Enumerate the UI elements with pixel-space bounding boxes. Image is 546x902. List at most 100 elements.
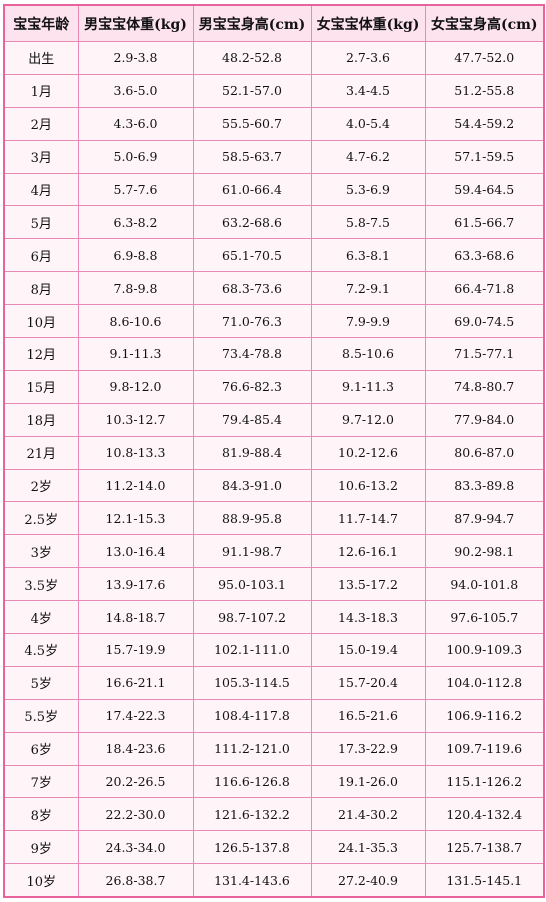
age-cell: 12月 [3, 337, 79, 371]
age-cell: 9岁 [3, 830, 79, 865]
table-row: 21月 10.8-13.3 81.9-88.4 10.2-12.6 80.6-87.0 [3, 435, 545, 470]
girl-height-cell: 87.9-94.7 [424, 501, 545, 536]
header-girl-weight: 女宝宝体重(kg) [310, 4, 426, 42]
header-age: 宝宝年龄 [3, 4, 79, 42]
age-cell: 4.5岁 [3, 633, 79, 667]
age-cell: 10岁 [3, 863, 79, 898]
boy-weight-cell: 26.8-38.7 [77, 863, 194, 898]
boy-weight-cell: 22.2-30.0 [77, 797, 194, 832]
girl-weight-cell: 16.5-21.6 [310, 698, 426, 733]
girl-weight-cell: 12.6-16.1 [310, 534, 426, 569]
table-row: 5岁 16.6-21.1 105.3-114.5 15.7-20.4 104.0-112… [3, 665, 545, 700]
girl-weight-cell: 11.7-14.7 [310, 501, 426, 536]
age-cell: 6月 [3, 238, 79, 273]
table-row: 3岁 13.0-16.4 91.1-98.7 12.6-16.1 90.2-98.1 [3, 534, 545, 569]
boy-height-cell: 84.3-91.0 [192, 468, 312, 503]
boy-weight-cell: 14.8-18.7 [77, 600, 194, 635]
table-body: 出生 2.9-3.8 48.2-52.8 2.7-3.6 47.7-52.0 1月 3.6-… [3, 41, 545, 898]
girl-height-cell: 104.0-112.8 [424, 665, 545, 700]
boy-weight-cell: 20.2-26.5 [77, 764, 194, 799]
age-cell: 1月 [3, 73, 79, 108]
girl-weight-cell: 7.2-9.1 [310, 271, 426, 306]
boy-height-cell: 68.3-73.6 [192, 271, 312, 306]
table-row: 8岁 22.2-30.0 121.6-132.2 21.4-30.2 120.4-132… [3, 797, 545, 832]
table-row: 10月 8.6-10.6 71.0-76.3 7.9-9.9 69.0-74.5 [3, 304, 545, 339]
girl-weight-cell: 3.4-4.5 [310, 73, 426, 108]
boy-height-cell: 88.9-95.8 [192, 501, 312, 536]
girl-height-cell: 69.0-74.5 [424, 304, 545, 339]
boy-height-cell: 81.9-88.4 [192, 435, 312, 470]
age-cell: 2月 [3, 106, 79, 141]
boy-height-cell: 126.5-137.8 [192, 830, 312, 865]
age-cell: 21月 [3, 435, 79, 470]
boy-weight-cell: 24.3-34.0 [77, 830, 194, 865]
girl-weight-cell: 4.7-6.2 [310, 139, 426, 174]
age-cell: 出生 [3, 41, 79, 75]
boy-height-cell: 108.4-117.8 [192, 698, 312, 733]
girl-weight-cell: 15.0-19.4 [310, 633, 426, 667]
boy-weight-cell: 18.4-23.6 [77, 731, 194, 766]
boy-weight-cell: 13.0-16.4 [77, 534, 194, 569]
boy-height-cell: 52.1-57.0 [192, 73, 312, 108]
table-row: 5.5岁 17.4-22.3 108.4-117.8 16.5-21.6 106.9-1… [3, 698, 545, 733]
header-girl-height: 女宝宝身高(cm) [424, 4, 545, 42]
girl-height-cell: 80.6-87.0 [424, 435, 545, 470]
table-row: 9岁 24.3-34.0 126.5-137.8 24.1-35.3 125.7-138… [3, 830, 545, 865]
boy-weight-cell: 10.8-13.3 [77, 435, 194, 470]
age-cell: 3岁 [3, 534, 79, 569]
girl-height-cell: 125.7-138.7 [424, 830, 545, 865]
age-cell: 4岁 [3, 600, 79, 635]
table-row: 6岁 18.4-23.6 111.2-121.0 17.3-22.9 109.7-119… [3, 731, 545, 766]
boy-height-cell: 95.0-103.1 [192, 567, 312, 602]
girl-weight-cell: 5.3-6.9 [310, 172, 426, 207]
age-cell: 3月 [3, 139, 79, 174]
header-boy-height: 男宝宝身高(cm) [192, 4, 312, 42]
table-row: 1月 3.6-5.0 52.1-57.0 3.4-4.5 51.2-55.8 [3, 73, 545, 108]
boy-weight-cell: 17.4-22.3 [77, 698, 194, 733]
boy-height-cell: 65.1-70.5 [192, 238, 312, 273]
table-row: 2岁 11.2-14.0 84.3-91.0 10.6-13.2 83.3-89.8 [3, 468, 545, 503]
age-cell: 8月 [3, 271, 79, 306]
girl-weight-cell: 13.5-17.2 [310, 567, 426, 602]
boy-height-cell: 102.1-111.0 [192, 633, 312, 667]
boy-height-cell: 48.2-52.8 [192, 41, 312, 75]
girl-height-cell: 47.7-52.0 [424, 41, 545, 75]
girl-height-cell: 83.3-89.8 [424, 468, 545, 503]
boy-weight-cell: 3.6-5.0 [77, 73, 194, 108]
girl-height-cell: 71.5-77.1 [424, 337, 545, 371]
girl-weight-cell: 4.0-5.4 [310, 106, 426, 141]
growth-standards-table: 宝宝年龄 男宝宝体重(kg) 男宝宝身高(cm) 女宝宝体重(kg) 女宝宝身高… [3, 4, 545, 899]
boy-height-cell: 116.6-126.8 [192, 764, 312, 799]
age-cell: 10月 [3, 304, 79, 339]
table-row: 4.5岁 15.7-19.9 102.1-111.0 15.0-19.4 100.9-1… [3, 633, 545, 667]
girl-weight-cell: 19.1-26.0 [310, 764, 426, 799]
girl-weight-cell: 9.1-11.3 [310, 369, 426, 404]
age-cell: 4月 [3, 172, 79, 207]
girl-height-cell: 94.0-101.8 [424, 567, 545, 602]
boy-height-cell: 91.1-98.7 [192, 534, 312, 569]
girl-height-cell: 57.1-59.5 [424, 139, 545, 174]
girl-height-cell: 131.5-145.1 [424, 863, 545, 898]
girl-weight-cell: 24.1-35.3 [310, 830, 426, 865]
table-row: 3月 5.0-6.9 58.5-63.7 4.7-6.2 57.1-59.5 [3, 139, 545, 174]
table-row: 7岁 20.2-26.5 116.6-126.8 19.1-26.0 115.1-126… [3, 764, 545, 799]
girl-height-cell: 115.1-126.2 [424, 764, 545, 799]
girl-height-cell: 106.9-116.2 [424, 698, 545, 733]
age-cell: 2岁 [3, 468, 79, 503]
table-row: 15月 9.8-12.0 76.6-82.3 9.1-11.3 74.8-80.7 [3, 369, 545, 404]
boy-height-cell: 71.0-76.3 [192, 304, 312, 339]
boy-height-cell: 55.5-60.7 [192, 106, 312, 141]
girl-height-cell: 97.6-105.7 [424, 600, 545, 635]
boy-height-cell: 79.4-85.4 [192, 402, 312, 437]
girl-height-cell: 100.9-109.3 [424, 633, 545, 667]
boy-weight-cell: 13.9-17.6 [77, 567, 194, 602]
boy-weight-cell: 9.1-11.3 [77, 337, 194, 371]
girl-height-cell: 51.2-55.8 [424, 73, 545, 108]
age-cell: 8岁 [3, 797, 79, 832]
girl-height-cell: 77.9-84.0 [424, 402, 545, 437]
table-row: 10岁 26.8-38.7 131.4-143.6 27.2-40.9 131.5-14… [3, 863, 545, 898]
boy-weight-cell: 11.2-14.0 [77, 468, 194, 503]
boy-weight-cell: 12.1-15.3 [77, 501, 194, 536]
boy-weight-cell: 4.3-6.0 [77, 106, 194, 141]
